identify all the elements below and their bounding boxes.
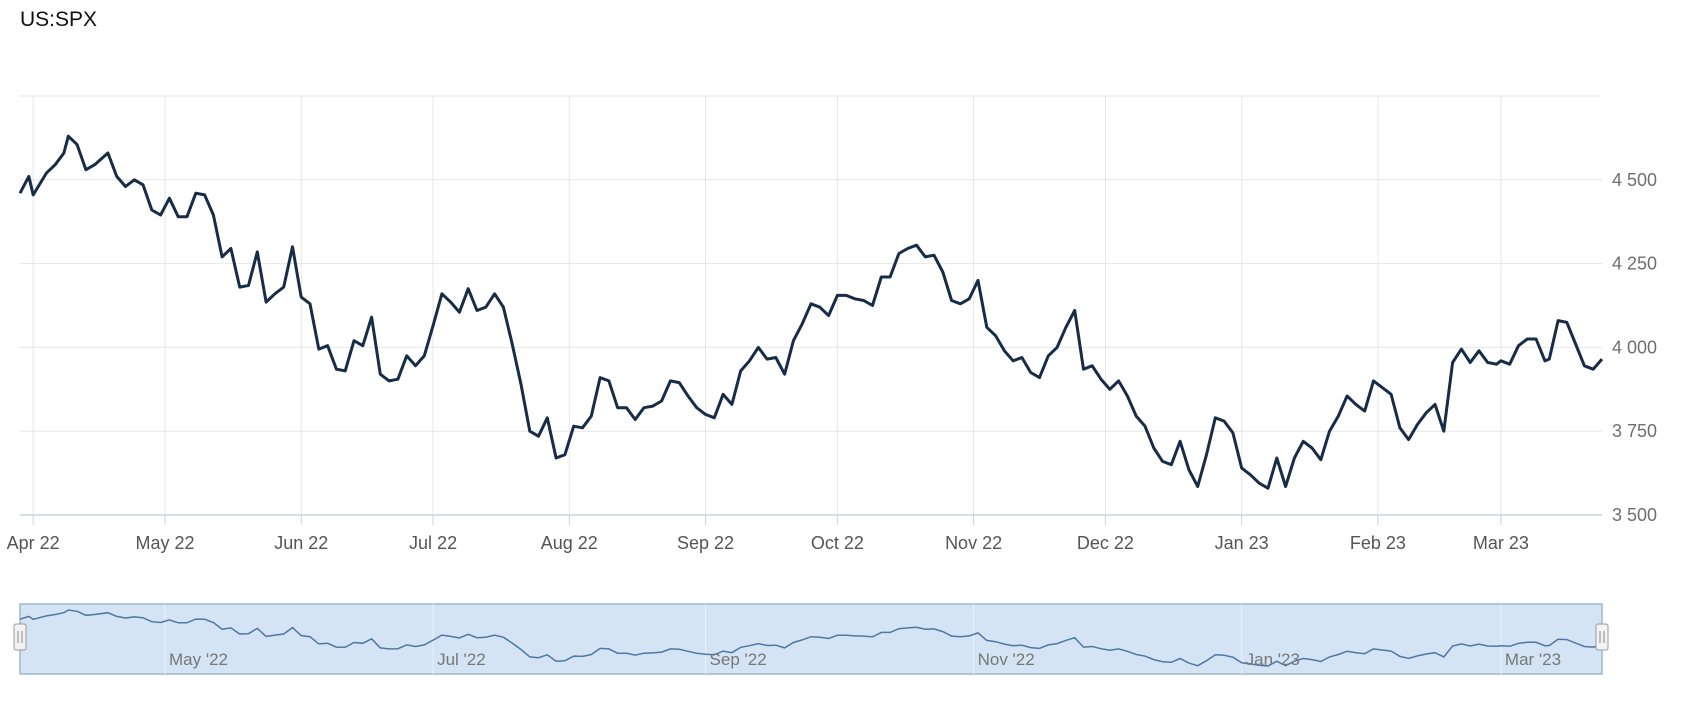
navigator-series-line (19, 609, 1603, 667)
y-axis-labels: 3 500 3 750 4 000 4 250 4 500 (1612, 170, 1657, 525)
x-tick-label: Apr 22 (7, 533, 60, 553)
x-tick-label: May 22 (136, 533, 195, 553)
navigator-labels: May '22 Jul '22 Sep '22 Nov '22 Jan '23 Mar '… (169, 650, 1561, 669)
vertical-gridlines (32, 96, 1502, 515)
x-tick-label: Mar 23 (1473, 533, 1529, 553)
price-series-line (18, 134, 1604, 490)
x-tick-label: Sep 22 (677, 533, 734, 553)
y-tick-label: 3 750 (1612, 421, 1657, 441)
x-tick-label: Feb 23 (1350, 533, 1406, 553)
x-tick-label: Aug 22 (541, 533, 598, 553)
navigator-label: Jul '22 (437, 650, 486, 669)
x-tick-label: Jan 23 (1215, 533, 1269, 553)
x-tick-label: Jul 22 (409, 533, 457, 553)
x-tick-label: Nov 22 (945, 533, 1002, 553)
navigator-label: Sep '22 (710, 650, 767, 669)
navigator-label: May '22 (169, 650, 228, 669)
horizontal-gridlines (20, 95, 1602, 432)
y-tick-label: 4 250 (1612, 254, 1657, 274)
chart-title: US:SPX (20, 8, 98, 31)
x-tick-label: Jun 22 (274, 533, 328, 553)
range-navigator[interactable]: May '22 Jul '22 Sep '22 Nov '22 Jan '23 Mar '… (13, 603, 1609, 675)
x-tick-label: Oct 22 (811, 533, 864, 553)
x-axis-ticks (32, 515, 1502, 525)
navigator-label: Jan '23 (1246, 650, 1300, 669)
navigator-left-handle[interactable] (13, 623, 27, 651)
grip-handle-icon (13, 623, 27, 651)
y-tick-label: 4 500 (1612, 170, 1657, 190)
navigator-selection[interactable] (19, 603, 1603, 675)
y-tick-label: 3 500 (1612, 505, 1657, 525)
navigator-label: Nov '22 (978, 650, 1035, 669)
navigator-label: Mar '23 (1505, 650, 1561, 669)
y-tick-label: 4 000 (1612, 337, 1657, 357)
grip-handle-icon (1595, 623, 1609, 651)
x-tick-label: Dec 22 (1077, 533, 1134, 553)
navigator-right-handle[interactable] (1595, 623, 1609, 651)
x-axis-labels: Apr 22 May 22 Jun 22 Jul 22 Aug 22 Sep 22 Oct … (7, 533, 1529, 553)
